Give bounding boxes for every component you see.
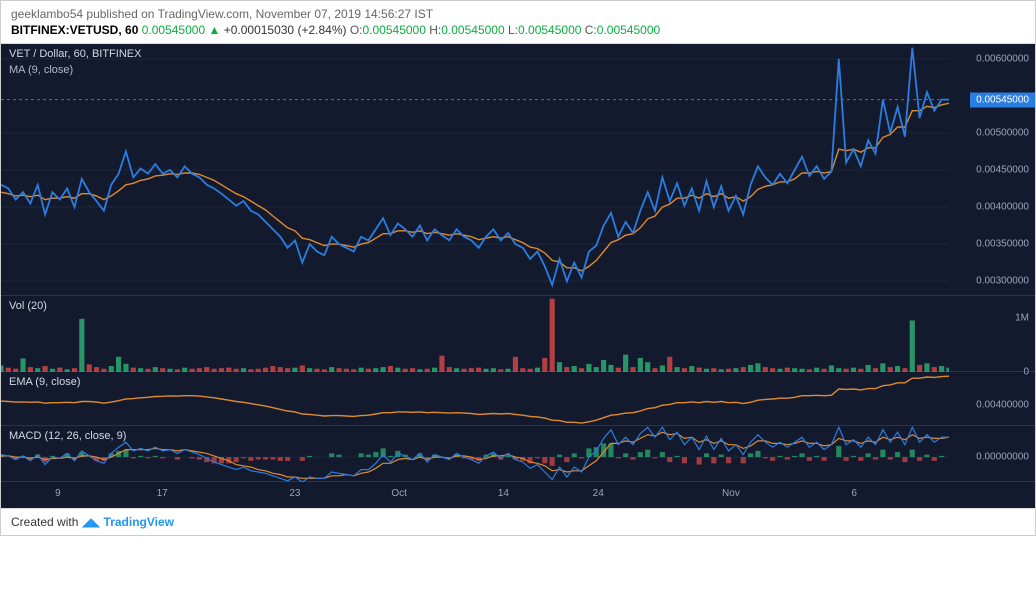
chart-footer: Created with ◢◣ TradingView (1, 508, 1035, 535)
macd-panel-title: MACD (12, 26, close, 9) (9, 430, 126, 442)
volume-yaxis[interactable]: 01M (957, 296, 1035, 371)
price-panel[interactable]: VET / Dollar, 60, BITFINEX MA (9, close)… (1, 44, 1035, 296)
ohlc-l: 0.00545000 (518, 23, 581, 37)
ohlc-c-label: C: (585, 23, 597, 37)
volume-panel-title: Vol (20) (9, 300, 47, 312)
published-text: published on TradingView.com, (86, 7, 252, 21)
price-panel-title: VET / Dollar, 60, BITFINEX (9, 48, 141, 60)
ohlc-l-label: L: (508, 23, 518, 37)
ema-ytick: 0.00400000 (976, 400, 1029, 411)
price-panel-subtitle: MA (9, close) (9, 64, 73, 76)
ema-chart-svg (1, 372, 949, 426)
ohlc-o: 0.00545000 (363, 23, 426, 37)
price-ytick: 0.00300000 (976, 276, 1029, 287)
username: geeklambo54 (11, 7, 83, 21)
chart-area[interactable]: VET / Dollar, 60, BITFINEX MA (9, close)… (1, 44, 1035, 508)
time-axis-label: Oct (391, 488, 407, 499)
footer-brand[interactable]: TradingView (104, 515, 174, 529)
price-ytick: 0.00600000 (976, 53, 1029, 64)
time-axis[interactable]: 9 17 23 Oct 14 24 Nov 6 (1, 482, 1035, 508)
price-ytick: 0.00500000 (976, 127, 1029, 138)
ema-yaxis[interactable]: 0.00400000 (957, 372, 1035, 425)
ema-panel[interactable]: EMA (9, close) 0.00400000 (1, 372, 1035, 426)
publish-date: November 07, 2019 14:56:27 IST (256, 7, 433, 21)
symbol: BITFINEX:VETUSD, (11, 23, 122, 37)
change: +0.00015030 (224, 23, 294, 37)
time-axis-label: 6 (851, 488, 857, 499)
time-axis-label: 17 (157, 488, 168, 499)
tradingview-logo-icon: ◢◣ (82, 515, 100, 529)
header-line1: geeklambo54 published on TradingView.com… (11, 7, 1025, 21)
header-line2: BITFINEX:VETUSD, 60 0.00545000 ▲ +0.0001… (11, 23, 1025, 37)
volume-chart-svg (1, 296, 949, 372)
chart-header: geeklambo54 published on TradingView.com… (1, 1, 1035, 44)
ohlc-h-label: H: (429, 23, 441, 37)
chart-container: geeklambo54 published on TradingView.com… (0, 0, 1036, 536)
time-axis-label: 9 (55, 488, 61, 499)
macd-panel[interactable]: MACD (12, 26, close, 9) 0.00000000 (1, 426, 1035, 482)
ohlc-h: 0.00545000 (441, 23, 504, 37)
macd-yaxis[interactable]: 0.00000000 (957, 426, 1035, 481)
price-ytick: 0.00350000 (976, 239, 1029, 250)
up-arrow-icon: ▲ (208, 23, 220, 37)
last-price-tag: 0.00545000 (970, 92, 1035, 107)
volume-panel[interactable]: Vol (20) 01M (1, 296, 1035, 372)
price-yaxis[interactable]: 0.00300000 0.00350000 0.00400000 0.00450000… (957, 44, 1035, 295)
macd-ytick: 0.00000000 (976, 452, 1029, 463)
ohlc-o-label: O: (350, 23, 363, 37)
price-chart-svg (1, 44, 949, 296)
time-axis-label: 14 (498, 488, 509, 499)
time-axis-label: Nov (722, 488, 740, 499)
time-axis-label: 23 (289, 488, 300, 499)
last-price: 0.00545000 (142, 23, 205, 37)
vol-ytick: 1M (1015, 312, 1029, 323)
macd-chart-svg (1, 426, 949, 482)
ema-panel-title: EMA (9, close) (9, 376, 81, 388)
footer-text: Created with (11, 515, 78, 529)
time-axis-label: 24 (593, 488, 604, 499)
price-ytick: 0.00400000 (976, 202, 1029, 213)
price-ytick: 0.00450000 (976, 165, 1029, 176)
interval: 60 (125, 23, 138, 37)
ohlc-c: 0.00545000 (597, 23, 660, 37)
change-pct: (+2.84%) (297, 23, 346, 37)
